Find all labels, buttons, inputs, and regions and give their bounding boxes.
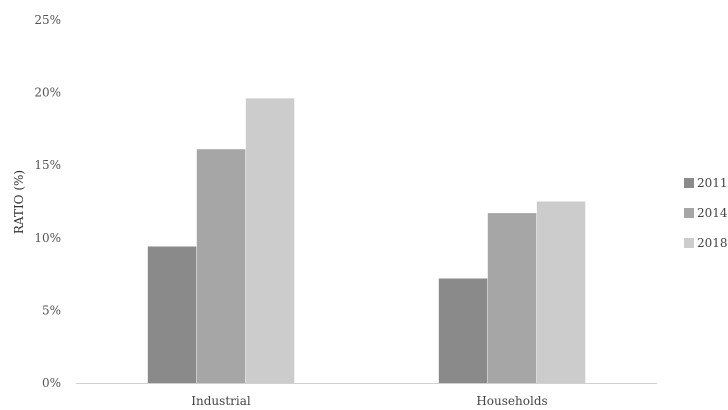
y-tick-label: 25%: [34, 13, 61, 27]
bars: [147, 98, 586, 384]
x-category-label: Industrial: [191, 394, 251, 408]
x-axis-category-labels: Industrial Households: [191, 394, 547, 408]
legend-label-2011: 2011: [697, 176, 728, 190]
legend-swatch-2014: [684, 208, 694, 218]
bar-industrial-2014: [196, 149, 246, 383]
y-tick-label: 10%: [34, 231, 61, 245]
y-tick-label: 20%: [34, 86, 61, 100]
y-tick-label: 15%: [34, 158, 61, 172]
legend-label-2014: 2014: [697, 206, 728, 220]
y-axis-ticks: 0% 5% 10% 15% 20% 25%: [34, 13, 61, 390]
bar-households-2014: [487, 213, 537, 383]
bar-industrial-2011: [147, 246, 197, 383]
y-tick-label: 5%: [42, 303, 61, 317]
legend: 2011 2014 2018: [684, 176, 728, 250]
bar-industrial-2018: [245, 98, 295, 384]
legend-label-2018: 2018: [697, 236, 728, 250]
bar-households-2011: [438, 278, 488, 383]
bar-households-2018: [536, 201, 586, 383]
y-tick-label: 0%: [42, 376, 61, 390]
y-axis-title: RATIO (%): [12, 170, 26, 234]
legend-swatch-2011: [684, 178, 694, 188]
legend-swatch-2018: [684, 238, 694, 248]
x-category-label: Households: [476, 394, 547, 408]
